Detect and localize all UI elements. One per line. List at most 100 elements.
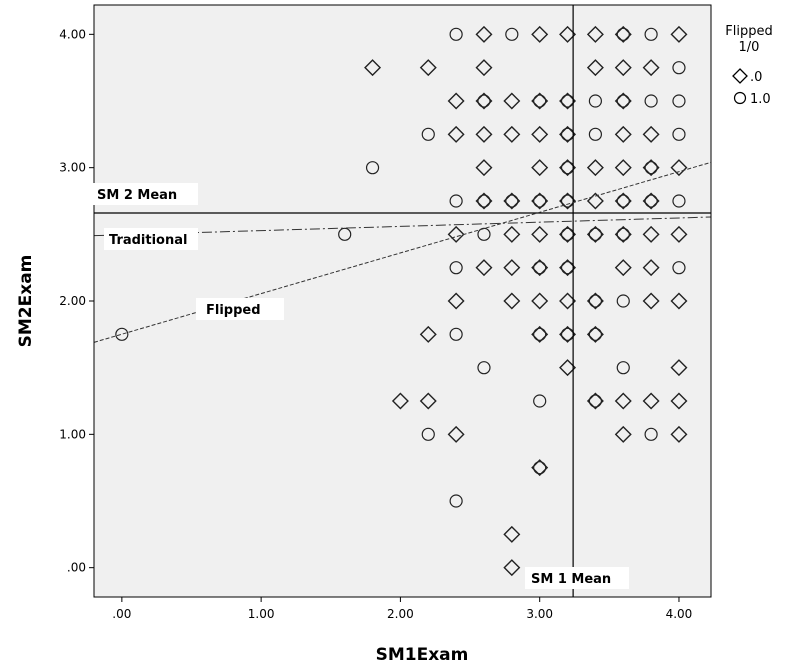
diamond-point [670, 292, 688, 310]
diamond-point [475, 59, 493, 77]
circle-point [644, 94, 658, 108]
diamond-point [503, 525, 521, 543]
circle-point [449, 27, 463, 41]
diamond-point [642, 259, 660, 277]
legend-entry-0: .0 [750, 70, 762, 85]
traditional-fit-label: Traditional [109, 233, 187, 248]
x-tick-label: 3.00 [526, 607, 553, 621]
diamond-point [614, 392, 632, 410]
flipped-fit-label: Flipped [206, 303, 261, 318]
legend-title-line1: Flipped [725, 24, 772, 39]
diamond-point [503, 292, 521, 310]
circle-point [588, 227, 602, 241]
diamond-point [642, 225, 660, 243]
plot-area [94, 5, 711, 597]
y-tick-label: 4.00 [59, 27, 86, 41]
circle-point [449, 261, 463, 275]
circle-point [477, 361, 491, 375]
diamond-point [503, 225, 521, 243]
circle-point [533, 194, 547, 208]
y-tick-label: .00 [67, 561, 86, 575]
diamond-point [475, 25, 493, 43]
diamond-point [531, 125, 549, 143]
circle-point [338, 227, 352, 241]
circle-point [365, 161, 380, 175]
diamond-point [364, 59, 382, 77]
circle-point [616, 194, 630, 208]
diamond-point [447, 425, 465, 443]
reference-and-fit-lines [93, 5, 712, 597]
circle-point [477, 194, 491, 208]
diamond-point [531, 225, 549, 243]
circle-point [644, 427, 658, 441]
circle-point [449, 194, 463, 208]
circle-point [477, 94, 491, 108]
circle-point [477, 227, 491, 241]
diamond-point [586, 192, 604, 210]
diamond-point [475, 259, 493, 277]
diamond-point [614, 125, 632, 143]
circle-point [533, 461, 547, 475]
circle-point [533, 327, 547, 341]
circle-point [672, 194, 686, 208]
diamond-point [419, 392, 437, 410]
circle-point [421, 427, 435, 441]
diamond-point [503, 92, 521, 110]
diamond-point [670, 25, 688, 43]
x-tick-label: .00 [112, 607, 131, 621]
circle-point [533, 94, 547, 108]
legend-circle-icon [733, 91, 747, 105]
circle-point [616, 294, 630, 308]
legend: Flipped 1/0 .0 1.0 [725, 24, 772, 107]
circle-point [588, 127, 602, 141]
x-tick-label: 1.00 [248, 607, 275, 621]
diamond-point [447, 92, 465, 110]
y-tick-label: 3.00 [59, 161, 86, 175]
circle-point [588, 294, 602, 308]
y-axis-title: SM2Exam [16, 255, 36, 348]
circle-point [672, 127, 686, 141]
diamond-point [586, 25, 604, 43]
x-tick-label: 4.00 [666, 607, 693, 621]
circle-point [505, 194, 519, 208]
diamond-point [586, 59, 604, 77]
circle-point [449, 494, 463, 508]
flipped-label-box [196, 298, 284, 320]
diamond-point [614, 259, 632, 277]
legend-title-line2: 1/0 [739, 40, 760, 55]
diamond-point [586, 159, 604, 177]
circle-point [644, 194, 658, 208]
diamond-point [419, 59, 437, 77]
diamond-point [614, 59, 632, 77]
circle-point [533, 394, 547, 408]
x-tick-label: 2.00 [387, 607, 414, 621]
axis-ticks: .00 1.00 2.00 3.00 4.00 .00 1.00 2.00 3.00 4.00 [59, 27, 692, 621]
y-tick-label: 1.00 [59, 427, 86, 441]
y-tick-label: 2.00 [59, 294, 86, 308]
diamond-point [531, 25, 549, 43]
circle-point [616, 27, 630, 41]
diamond-point [642, 292, 660, 310]
diamond-point [670, 159, 688, 177]
diamond-point [670, 425, 688, 443]
diamond-point [614, 425, 632, 443]
circle-point [505, 27, 519, 41]
diamond-point [642, 125, 660, 143]
diamond-point [475, 125, 493, 143]
diamond-point [419, 325, 437, 343]
diamond-point [447, 225, 465, 243]
circle-point [588, 94, 602, 108]
data-points [115, 25, 688, 577]
annotations: SM 2 Mean Traditional Flipped SM 1 Mean [92, 183, 629, 589]
plot-frame [93, 4, 712, 598]
diamond-point [503, 259, 521, 277]
circle-point [672, 94, 686, 108]
circle-point [449, 327, 463, 341]
flipped-fit-line [93, 161, 712, 343]
diamond-point [642, 392, 660, 410]
diamond-point [670, 392, 688, 410]
traditional-fit-line [93, 216, 712, 237]
circle-point [644, 161, 658, 175]
circle-point [616, 361, 630, 375]
